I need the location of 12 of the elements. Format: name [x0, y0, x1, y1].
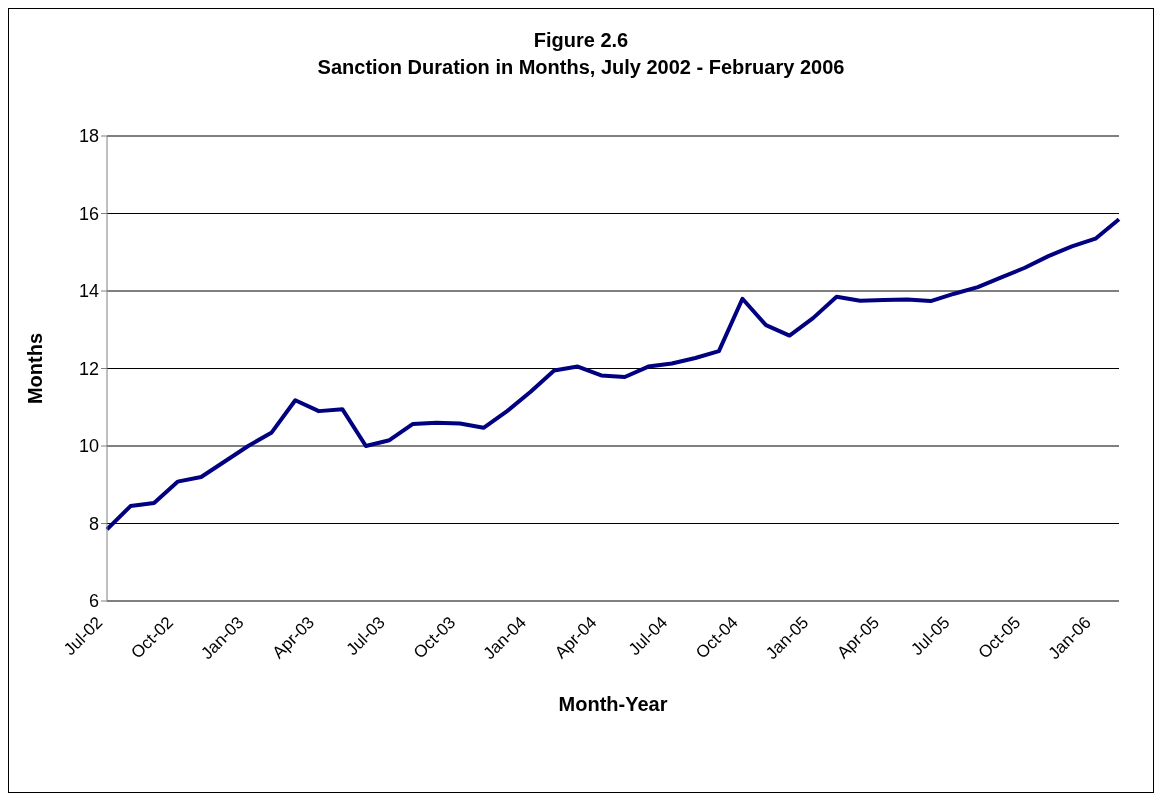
y-tick-label: 6: [88, 591, 99, 612]
y-tick-label: 18: [78, 126, 99, 147]
y-tick-label: 8: [88, 513, 99, 534]
y-tick-label: 12: [78, 358, 99, 379]
x-axis-title: Month-Year: [558, 693, 668, 715]
y-tick-label: 16: [78, 203, 99, 224]
chart-title: Figure 2.6: [532, 28, 630, 53]
chart-subtitle: Sanction Duration in Months, July 2002 - February 2006: [316, 55, 846, 80]
y-tick-label: 14: [78, 281, 99, 302]
y-tick-label: 10: [78, 436, 99, 457]
y-axis-title: Months: [24, 332, 47, 405]
line-series: [105, 217, 1121, 532]
